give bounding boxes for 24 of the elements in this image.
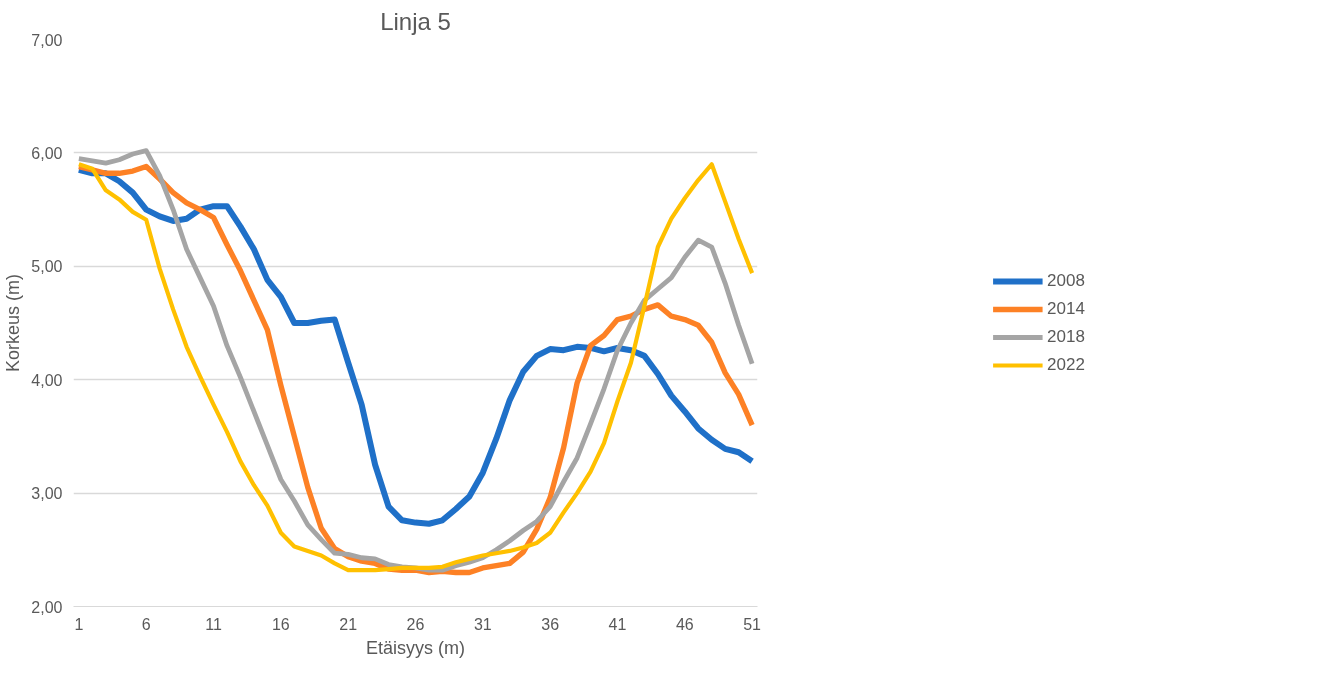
y-axis-title: Korkeus (m) <box>3 273 24 373</box>
y-tick-label: 6,00 <box>31 144 63 162</box>
chart-title: Linja 5 <box>380 7 451 35</box>
x-tick-label: 16 <box>271 615 290 633</box>
x-tick-label: 21 <box>339 615 358 633</box>
y-tick-label: 3,00 <box>31 485 63 503</box>
y-tick-label: 7,00 <box>31 31 63 49</box>
x-tick-label: 1 <box>74 615 84 633</box>
legend-label: 2022 <box>1047 354 1085 375</box>
y-tick-label: 2,00 <box>31 598 63 616</box>
x-tick-label: 41 <box>608 615 627 633</box>
x-tick-label: 51 <box>743 615 762 633</box>
x-tick-label: 6 <box>141 615 151 633</box>
y-tick-label: 5,00 <box>31 258 63 276</box>
x-axis-title: Etäisyys (m) <box>366 637 465 658</box>
y-tick-label: 4,00 <box>31 371 63 389</box>
x-tick-label: 11 <box>205 615 222 633</box>
legend-label: 2008 <box>1047 270 1085 291</box>
legend-label: 2014 <box>1047 298 1085 319</box>
x-tick-label: 46 <box>675 615 694 633</box>
x-tick-label: 31 <box>473 615 492 633</box>
x-tick-label: 26 <box>406 615 425 633</box>
legend-label: 2018 <box>1047 326 1085 347</box>
x-tick-label: 36 <box>541 615 560 633</box>
